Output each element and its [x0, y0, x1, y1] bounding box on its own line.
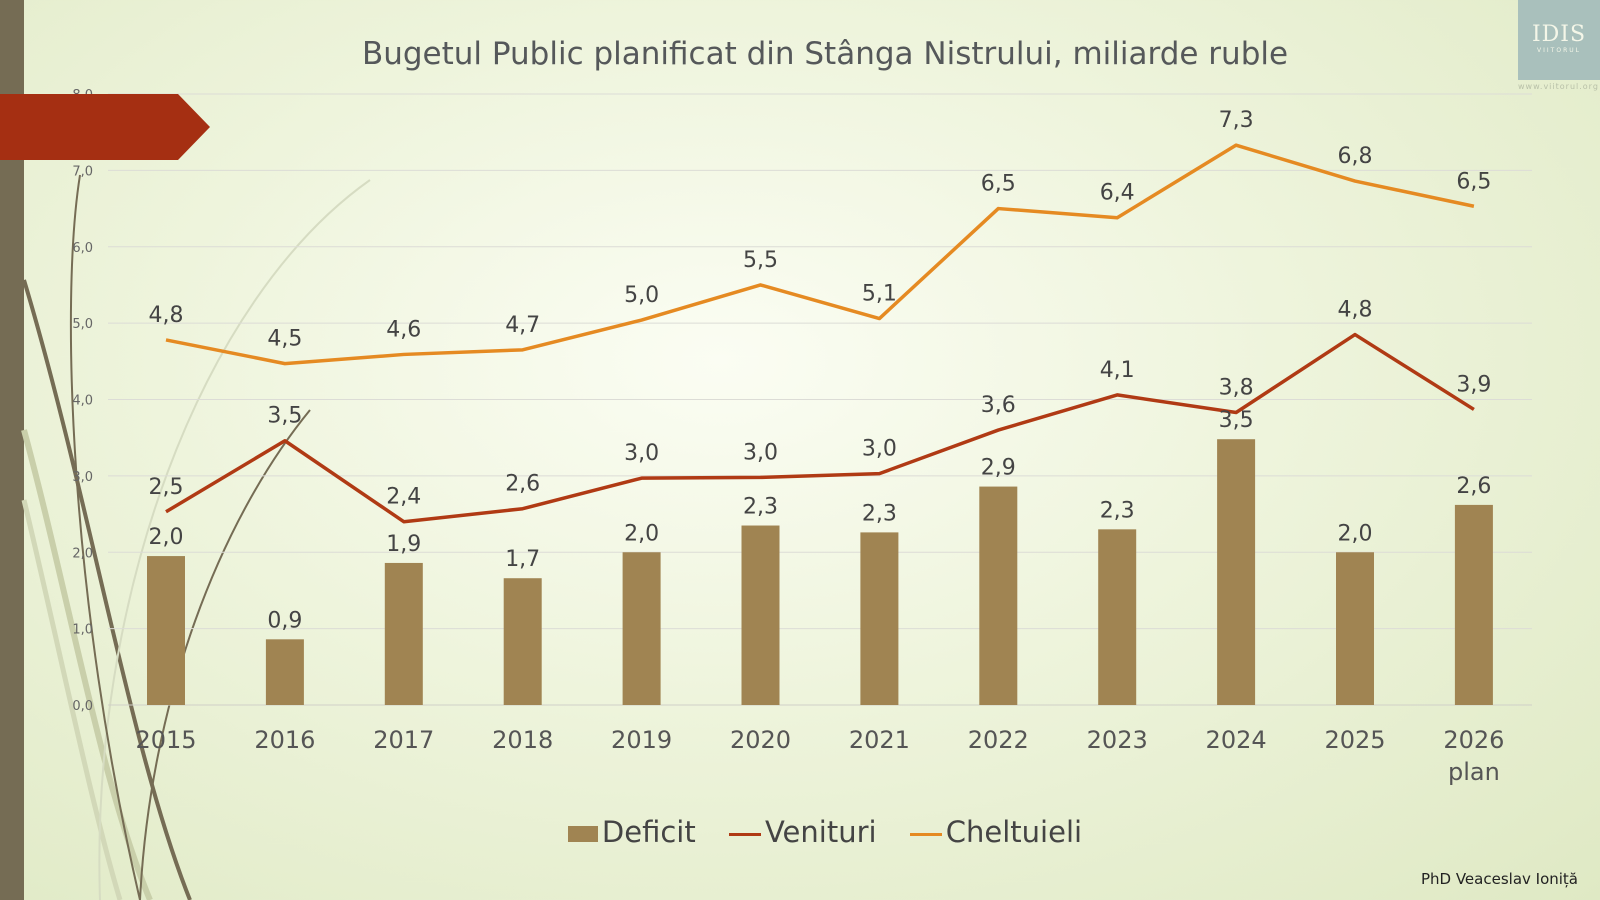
- data-label-deficit: 2,9: [981, 456, 1016, 481]
- data-label-cheltuieli: 6,8: [1338, 144, 1373, 169]
- data-label-cheltuieli: 5,1: [862, 282, 897, 307]
- bar-deficit: [1454, 504, 1493, 705]
- y-tick-label: 0,0: [72, 699, 93, 714]
- data-label-venituri: 4,1: [1100, 358, 1135, 383]
- data-label-cheltuieli: 4,7: [505, 313, 540, 338]
- x-tick-label: 2026: [1443, 726, 1504, 754]
- y-tick-label: 2,0: [72, 546, 93, 561]
- data-label-venituri: 2,5: [149, 475, 184, 500]
- red-arrow-decor: [0, 94, 210, 160]
- bar-deficit: [1217, 439, 1256, 705]
- x-tick-label: 2019: [611, 726, 672, 754]
- chart-title: Bugetul Public planificat din Stânga Nis…: [361, 36, 1289, 72]
- y-tick-label: 7,0: [72, 164, 93, 179]
- data-label-venituri: 3,6: [981, 393, 1016, 418]
- data-label-cheltuieli: 6,5: [1456, 169, 1491, 194]
- bar-deficit: [1098, 529, 1137, 705]
- bar-deficit: [503, 578, 542, 705]
- bar-deficit: [265, 639, 304, 705]
- data-label-cheltuieli: 4,6: [386, 317, 421, 342]
- bar-deficit: [741, 525, 780, 705]
- data-label-deficit: 2,0: [1338, 521, 1373, 546]
- data-label-venituri: 2,4: [386, 485, 421, 510]
- x-tick-label: 2017: [373, 726, 434, 754]
- x-tick-label: 2018: [492, 726, 553, 754]
- data-label-deficit: 2,6: [1456, 474, 1491, 499]
- data-label-venituri: 3,0: [624, 441, 659, 466]
- legend-cheltuieli: Cheltuieli: [909, 815, 1083, 849]
- x-tick-label: 2025: [1324, 726, 1385, 754]
- idis-logo: IDIS VIITORUL: [1518, 0, 1600, 80]
- data-label-cheltuieli: 6,4: [1100, 181, 1135, 206]
- legend-venituri: Venituri: [728, 815, 877, 849]
- data-label-cheltuieli: 6,5: [981, 172, 1016, 197]
- y-tick-label: 3,0: [72, 470, 93, 485]
- data-label-cheltuieli: 5,5: [743, 248, 778, 273]
- x-tick-label: plan: [1448, 758, 1500, 786]
- data-label-venituri: 3,0: [862, 437, 897, 462]
- data-label-cheltuieli: 4,8: [149, 303, 184, 328]
- legend-deficit: Deficit: [567, 815, 696, 849]
- legend-label: Deficit: [601, 815, 696, 849]
- y-tick-label: 4,0: [72, 394, 93, 409]
- x-tick-label: 2024: [1206, 726, 1267, 754]
- data-label-cheltuieli: 7,3: [1219, 108, 1254, 133]
- data-label-cheltuieli: 5,0: [624, 283, 659, 308]
- bar-deficit: [1336, 552, 1374, 705]
- data-label-deficit: 1,7: [505, 547, 540, 572]
- legend-label: Venituri: [764, 815, 877, 849]
- data-label-venituri: 3,8: [1219, 375, 1254, 400]
- line-cheltuieli: [165, 143, 1475, 366]
- data-label-deficit: 2,3: [743, 495, 778, 520]
- x-tick-label: 2023: [1087, 726, 1148, 754]
- x-tick-label: 2020: [730, 726, 791, 754]
- x-tick-label: 2015: [135, 726, 196, 754]
- bar-deficit: [622, 552, 661, 705]
- data-label-deficit: 0,9: [267, 608, 302, 633]
- data-label-deficit: 3,5: [1219, 408, 1254, 433]
- data-label-venituri: 3,0: [743, 440, 778, 465]
- legend: Deficit Venituri Cheltuieli: [0, 815, 1600, 849]
- bar-deficit: [384, 562, 423, 705]
- data-label-deficit: 2,0: [624, 521, 659, 546]
- data-label-deficit: 2,0: [149, 525, 184, 550]
- x-tick-label: 2016: [254, 726, 315, 754]
- decorative-curves: [21, 174, 371, 900]
- bar-deficit: [979, 486, 1018, 705]
- y-tick-label: 6,0: [72, 241, 93, 256]
- data-label-venituri: 4,8: [1338, 298, 1373, 323]
- line-venituri: [165, 332, 1475, 524]
- x-tick-label: 2022: [968, 726, 1029, 754]
- data-label-deficit: 2,3: [1100, 498, 1135, 523]
- data-label-deficit: 2,3: [862, 501, 897, 526]
- data-label-venituri: 3,5: [267, 404, 302, 429]
- y-tick-label: 5,0: [72, 317, 93, 332]
- data-label-venituri: 2,6: [505, 472, 540, 497]
- author: PhD Veaceslav Ioniță: [1420, 870, 1578, 888]
- legend-label: Cheltuieli: [945, 815, 1083, 849]
- y-tick-label: 1,0: [72, 623, 93, 638]
- bar-deficit: [147, 556, 185, 705]
- data-label-cheltuieli: 4,5: [267, 327, 302, 352]
- x-tick-label: 2021: [849, 726, 910, 754]
- data-label-venituri: 3,9: [1456, 372, 1491, 397]
- bar-deficit: [860, 532, 899, 705]
- logo-url: www.viitorul.org: [1518, 82, 1599, 91]
- data-label-deficit: 1,9: [386, 532, 421, 557]
